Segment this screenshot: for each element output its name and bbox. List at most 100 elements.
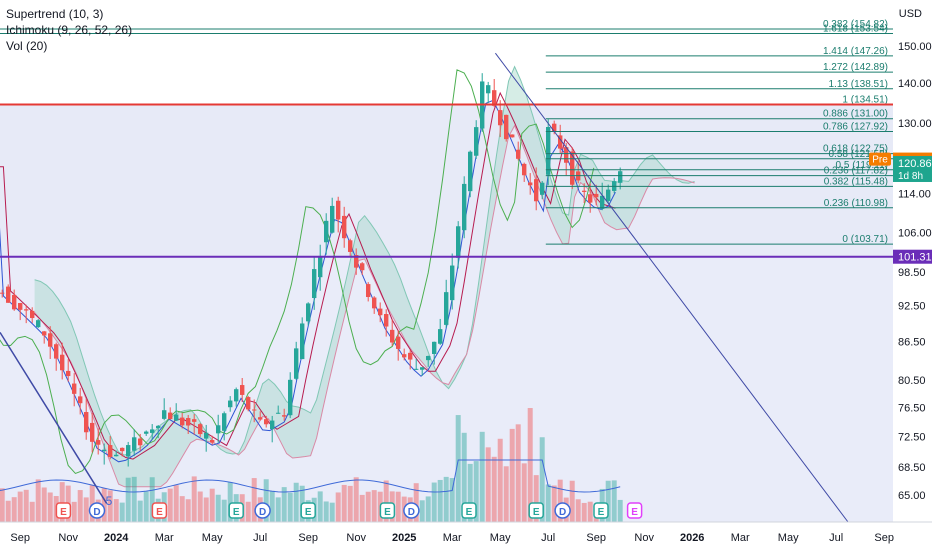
volume-bar bbox=[185, 499, 191, 522]
candle-body bbox=[432, 341, 437, 354]
candle-body bbox=[204, 432, 209, 439]
volume-bar bbox=[191, 476, 197, 522]
volume-bar bbox=[335, 492, 341, 522]
legend-ichimoku[interactable]: Ichimoku (9, 26, 52, 26) bbox=[6, 23, 133, 37]
volume-bar bbox=[17, 491, 23, 522]
time-tick-label: Nov bbox=[634, 532, 654, 544]
volume-bar bbox=[143, 491, 149, 522]
volume-bar bbox=[497, 438, 503, 522]
volume-bar bbox=[287, 492, 293, 522]
candle-body bbox=[408, 352, 413, 360]
volume-bar bbox=[35, 479, 41, 522]
volume-bar bbox=[425, 496, 431, 522]
support-price-value: 101.31 bbox=[898, 252, 932, 264]
candle-body bbox=[306, 303, 311, 322]
time-tick-label: 2024 bbox=[104, 532, 129, 544]
candle-body bbox=[396, 336, 401, 349]
legend-volume[interactable]: Vol (20) bbox=[6, 39, 48, 53]
candle-body bbox=[288, 379, 293, 416]
candle-body bbox=[318, 255, 323, 278]
price-tick-label: 65.00 bbox=[898, 490, 926, 502]
candle-body bbox=[0, 292, 5, 294]
volume-bar bbox=[479, 431, 485, 522]
volume-bar bbox=[221, 499, 227, 522]
volume-bar bbox=[251, 478, 257, 522]
volume-bar bbox=[533, 475, 539, 522]
candle-body bbox=[390, 329, 395, 343]
candle-body bbox=[312, 269, 317, 299]
bar-countdown: 1d 8h bbox=[898, 171, 923, 182]
price-axis: 150.00140.00130.00122.00114.00106.0098.5… bbox=[893, 0, 932, 550]
volume-bar bbox=[83, 497, 89, 522]
time-tick-label: Mar bbox=[155, 532, 174, 544]
price-tick-label: 98.50 bbox=[898, 267, 926, 279]
candle-body bbox=[198, 424, 203, 435]
candle-body bbox=[192, 419, 197, 422]
volume-bar bbox=[521, 463, 527, 522]
legend-supertrend[interactable]: Supertrend (10, 3) bbox=[6, 7, 104, 21]
earnings-event-icon bbox=[461, 502, 477, 519]
currency-label[interactable]: USD bbox=[898, 8, 922, 20]
candle-body bbox=[18, 303, 23, 310]
candle-body bbox=[108, 445, 113, 457]
volume-bar bbox=[209, 488, 215, 522]
time-tick-label: Mar bbox=[443, 532, 462, 544]
volume-bar bbox=[485, 447, 491, 522]
candle-body bbox=[474, 127, 479, 156]
volume-bar bbox=[149, 477, 155, 522]
fib-label: 1.13 (138.51) bbox=[829, 79, 889, 90]
time-tick-label: 2026 bbox=[680, 532, 704, 544]
volume-bar bbox=[347, 485, 353, 522]
volume-bar bbox=[509, 428, 515, 522]
time-tick-label: Nov bbox=[346, 532, 366, 544]
volume-bar bbox=[11, 497, 17, 522]
candle-body bbox=[120, 447, 125, 452]
volume-bar bbox=[395, 491, 401, 522]
last-price-value: 120.86 bbox=[898, 158, 932, 170]
candle-body bbox=[66, 370, 71, 377]
candle-body bbox=[510, 134, 515, 138]
candle-body bbox=[540, 182, 545, 195]
candle-body bbox=[240, 385, 245, 395]
candle-body bbox=[594, 193, 599, 198]
candle-body bbox=[78, 396, 83, 404]
candle-body bbox=[144, 431, 149, 434]
price-tick-label: 80.50 bbox=[898, 375, 926, 387]
volume-bar bbox=[167, 488, 173, 522]
candle-body bbox=[330, 205, 335, 233]
event-letter: E bbox=[631, 507, 638, 518]
volume-bar bbox=[89, 485, 95, 522]
volume-bar bbox=[203, 497, 209, 522]
time-tick-label: Sep bbox=[298, 532, 318, 544]
volume-bar bbox=[71, 501, 77, 522]
price-tick-label: 106.00 bbox=[898, 227, 932, 239]
candle-body bbox=[534, 179, 539, 202]
volume-bar bbox=[59, 482, 65, 522]
tenkan-line bbox=[0, 99, 616, 463]
fib-label: 1.618 (153.54) bbox=[823, 23, 888, 34]
fib-label: 0.236 (110.98) bbox=[824, 198, 888, 209]
price-tick-label: 114.00 bbox=[898, 188, 931, 200]
volume-bar bbox=[371, 490, 377, 522]
candle-body bbox=[402, 354, 407, 358]
senkou-span-a bbox=[34, 65, 695, 456]
kijun-line bbox=[0, 91, 616, 460]
volume-bar bbox=[275, 497, 281, 522]
volume-bar bbox=[449, 478, 455, 522]
candle-body bbox=[600, 195, 605, 209]
candle-body bbox=[216, 425, 221, 434]
volume-bar bbox=[215, 494, 221, 522]
volume-bar bbox=[29, 501, 35, 522]
time-tick-label: Sep bbox=[10, 532, 30, 544]
candle-body bbox=[558, 135, 563, 149]
volume-bar bbox=[545, 484, 551, 522]
candle-body bbox=[282, 415, 287, 417]
candle-body bbox=[570, 151, 575, 185]
volume-bar bbox=[281, 487, 287, 522]
candle-body bbox=[156, 425, 161, 429]
fib-label: 0.886 (131.00) bbox=[823, 109, 888, 120]
volume-bar bbox=[413, 483, 419, 522]
